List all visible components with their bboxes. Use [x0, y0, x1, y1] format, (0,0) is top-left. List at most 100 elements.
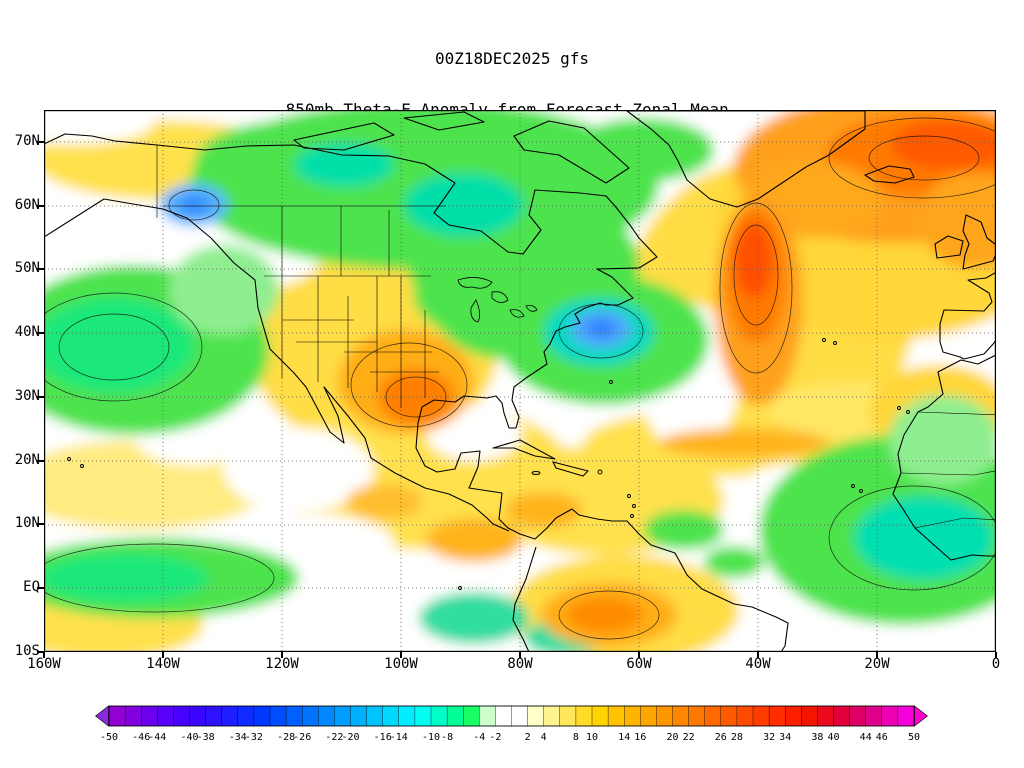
lat-label: 30N	[14, 387, 40, 404]
lon-label: 20W	[864, 656, 890, 672]
lon-label: 80W	[507, 656, 533, 672]
colorbar-segment	[398, 705, 416, 727]
colorbar-tick-label: -20	[341, 732, 359, 743]
colorbar-tick-label: 46	[876, 732, 888, 743]
colorbar-segment	[318, 705, 335, 727]
colorbar-segment	[237, 705, 255, 727]
plot-frame	[44, 110, 996, 652]
colorbar-segment	[897, 705, 915, 727]
lon-axis-tick	[162, 652, 164, 658]
colorbar-tick-label: -8	[441, 732, 453, 743]
colorbar-right-arrow	[914, 705, 928, 727]
colorbar-segment	[865, 705, 883, 727]
colorbar-segment	[334, 705, 351, 727]
lon-axis-tick	[519, 652, 521, 658]
colorbar-left-arrow	[95, 705, 109, 727]
colorbar-segment	[511, 705, 529, 727]
colorbar-segment	[881, 705, 899, 727]
colorbar-segment	[801, 705, 818, 727]
colorbar-segment	[849, 705, 867, 727]
colorbar-segment	[269, 705, 287, 727]
graticule-gridlines	[44, 110, 996, 652]
colorbar-tick-label: -10	[422, 732, 440, 743]
colorbar-tick-label: -50	[100, 732, 118, 743]
lat-axis-tick	[37, 140, 44, 143]
colorbar-segment	[253, 705, 271, 727]
colorbar-segment	[446, 705, 464, 727]
lon-axis-tick	[876, 652, 878, 658]
colorbar-segment	[157, 705, 174, 727]
colorbar-segment	[752, 705, 770, 727]
colorbar-segment	[575, 705, 593, 727]
lat-label: 10S	[14, 643, 40, 659]
colorbar-segment	[350, 705, 368, 727]
lat-label: 20N	[14, 451, 40, 468]
colorbar-segment	[704, 705, 722, 727]
colorbar-tick-label: -14	[390, 732, 408, 743]
lat-label: 50N	[14, 260, 40, 277]
colorbar-segment	[221, 705, 239, 727]
lon-label: 40W	[745, 656, 771, 672]
lat-axis-tick	[37, 332, 44, 335]
colorbar-segment	[672, 705, 690, 727]
lat-axis-tick	[37, 268, 44, 271]
colorbar-tick-label: -32	[245, 732, 263, 743]
title-line-1: 00Z18DEC2025 gfs	[434, 49, 590, 68]
colorbar-tick-label: 34	[779, 732, 791, 743]
political-borders	[156, 145, 1001, 529]
colorbar-tick-label: -26	[293, 732, 311, 743]
colorbar-segment	[382, 705, 400, 727]
colorbar-segment	[479, 705, 496, 727]
colorbar-tick-label: 22	[683, 732, 695, 743]
lon-label: 0	[991, 656, 1001, 672]
colorbar-segment	[205, 705, 223, 727]
colorbar-tick-label: 14	[618, 732, 630, 743]
colorbar-tick-label: 26	[715, 732, 727, 743]
colorbar-tick-label: -34	[229, 732, 247, 743]
colorbar-tick-label: -28	[277, 732, 295, 743]
colorbar-segment	[640, 705, 657, 727]
colorbar-segment	[817, 705, 835, 727]
colorbar-tick-label: -4	[473, 732, 485, 743]
colorbar-tick-label: -44	[148, 732, 166, 743]
colorbar-segment	[124, 705, 142, 727]
colorbar-segment	[189, 705, 207, 727]
colorbar-tick-label: 2	[525, 732, 531, 743]
lon-label: 60W	[626, 656, 652, 672]
colorbar-segment	[301, 705, 319, 727]
colorbar-segment	[607, 705, 625, 727]
contour-lines	[25, 117, 1020, 640]
lat-axis-tick	[37, 204, 44, 207]
lat-label: 60N	[14, 196, 40, 213]
colorbar-tick-label: 10	[586, 732, 598, 743]
colorbar-tick-label: -38	[197, 732, 215, 743]
colorbar-tick-label: -40	[180, 732, 198, 743]
lon-axis-tick	[995, 652, 997, 658]
lon-axis-tick	[43, 652, 45, 658]
lat-label: 70N	[14, 132, 40, 149]
colorbar-tick-label: 50	[908, 732, 920, 743]
map-plot-area	[0, 90, 1024, 672]
lon-label: 140W	[146, 656, 180, 672]
small-islands	[67, 338, 910, 590]
colorbar-segment	[366, 705, 384, 727]
lat-label: 10N	[14, 515, 40, 532]
colorbar-segment	[720, 705, 738, 727]
colorbar-segment	[173, 705, 191, 727]
colorbar-segment	[624, 705, 641, 727]
colorbar: -50 -46-44 -40-38 -34-32 -28-26 -22-20 -16-14-…	[95, 705, 928, 743]
lon-label: 160W	[27, 656, 61, 672]
colorbar-tick-label: 4	[541, 732, 547, 743]
colorbar-tick-label: -16	[374, 732, 392, 743]
colorbar-segment	[285, 705, 303, 727]
colorbar-segment	[463, 705, 480, 727]
lat-axis-tick	[37, 395, 44, 398]
colorbar-segment	[785, 705, 802, 727]
lat-label: 40N	[14, 324, 40, 341]
colorbar-segment	[141, 705, 158, 727]
lon-axis-tick	[281, 652, 283, 658]
colorbar-segment	[430, 705, 448, 727]
lat-axis-tick	[37, 651, 44, 653]
lat-label: EQ	[23, 579, 40, 596]
